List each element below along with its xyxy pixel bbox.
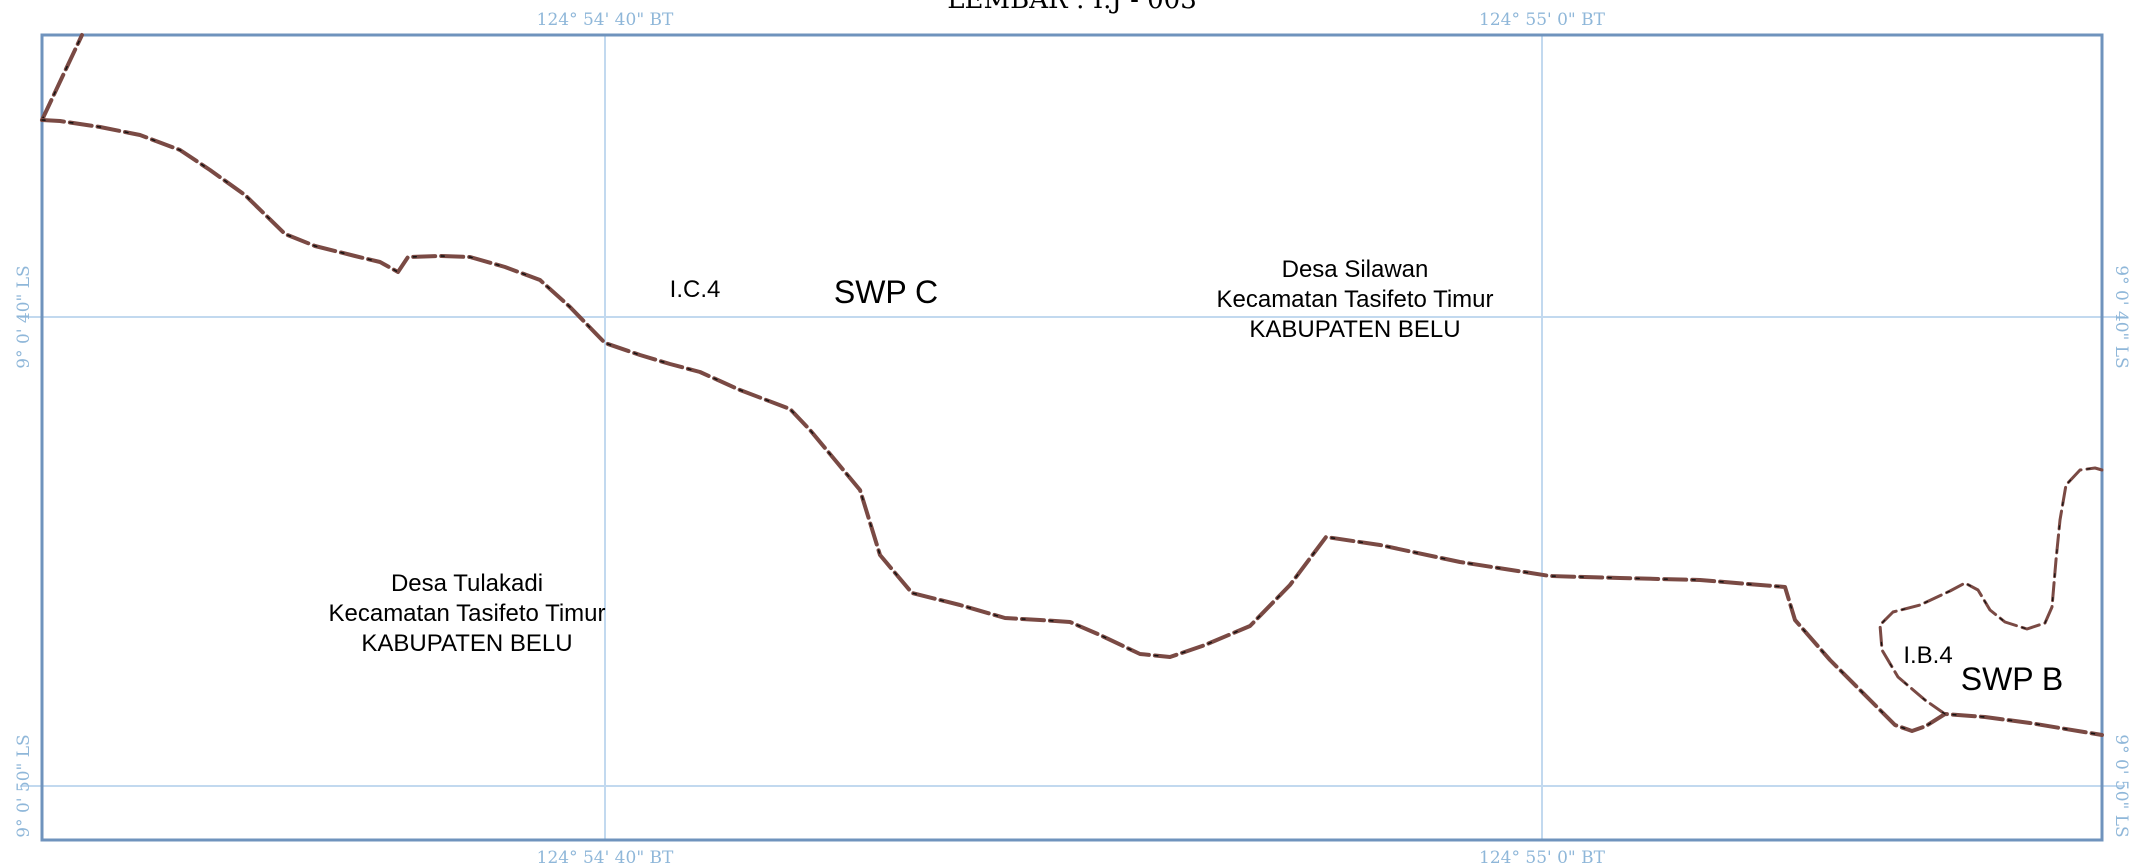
lat-label-left-2: 9° 0' 50" LS [14, 734, 34, 837]
label-block-ic4: I.C.4 [670, 276, 721, 303]
boundary-corner-segment [40, 33, 84, 122]
graticule-lines [20, 35, 2125, 840]
label-silawan-regency: KABUPATEN BELU [1249, 316, 1460, 343]
lon-label-top-2: 124° 55' 0" BT [1479, 10, 1606, 30]
boundary-loop-ib4 [1878, 466, 2104, 716]
lon-label-top-1: 124° 54' 40" BT [537, 10, 674, 30]
lon-label-bottom-2: 124° 55' 0" BT [1479, 848, 1606, 868]
boundary-main [40, 118, 2104, 737]
lon-label-bottom-1: 124° 54' 40" BT [537, 848, 674, 868]
boundary-main-overlay [41, 119, 2103, 736]
sheet-title: LEMBAR : I.J - 003 [947, 0, 1197, 15]
label-silawan-district: Kecamatan Tasifeto Timur [1216, 286, 1493, 313]
label-block-ib4: I.B.4 [1903, 642, 1952, 669]
map-frame [40, 33, 2104, 842]
label-tulakadi-village: Desa Tulakadi [391, 570, 543, 597]
label-swp-c: SWP C [834, 274, 938, 310]
lat-label-right-1: 9° 0' 40" LS [2111, 265, 2131, 368]
label-swp-b: SWP B [1961, 661, 2064, 697]
boundary-lines [40, 33, 2104, 737]
lat-label-right-2: 9° 0' 50" LS [2111, 734, 2131, 837]
label-tulakadi-regency: KABUPATEN BELU [361, 630, 572, 657]
label-silawan-village: Desa Silawan [1282, 256, 1429, 283]
label-tulakadi-district: Kecamatan Tasifeto Timur [328, 600, 605, 627]
lat-label-left-1: 9° 0' 40" LS [14, 265, 34, 368]
